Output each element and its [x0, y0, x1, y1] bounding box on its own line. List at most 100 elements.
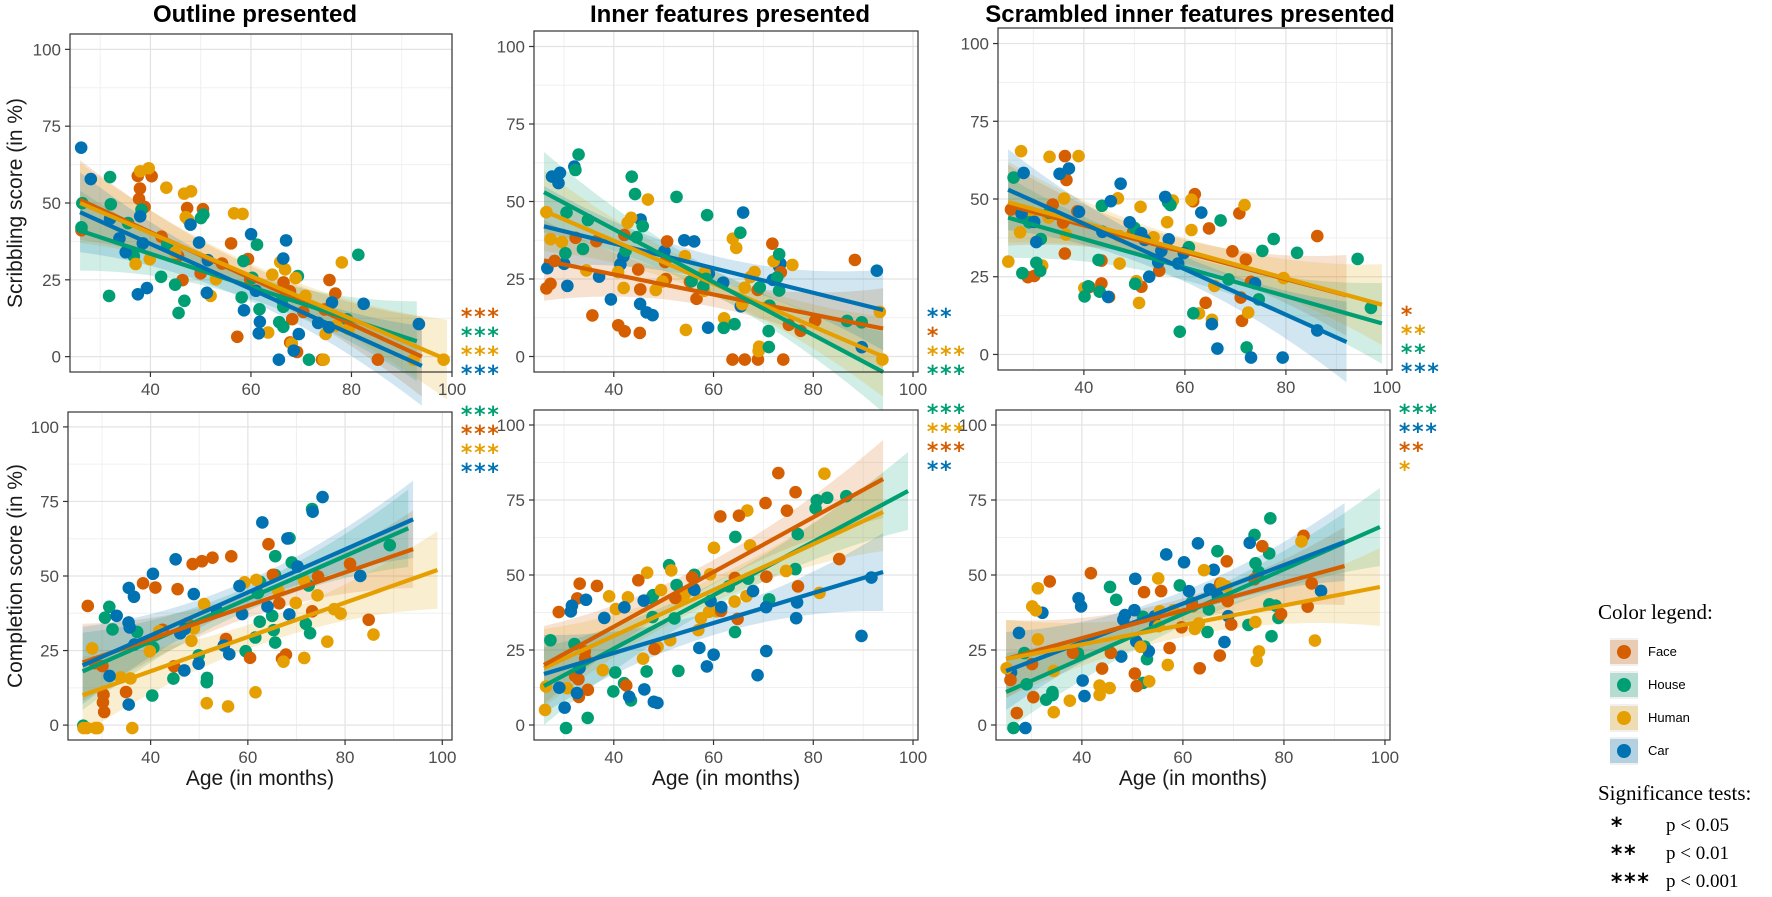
data-point-car: [687, 235, 701, 248]
data-point-human: [1043, 150, 1056, 164]
data-point-face: [285, 312, 299, 326]
data-point-house: [1092, 253, 1105, 267]
data-point-face: [96, 696, 110, 709]
data-point-human: [289, 271, 302, 285]
data-point-human: [1134, 200, 1147, 214]
data-point-car: [353, 569, 367, 583]
data-point-house: [820, 491, 834, 505]
data-point-human: [664, 564, 678, 577]
data-point-face: [732, 509, 746, 522]
data-point-face: [848, 253, 862, 267]
data-point-face: [1043, 575, 1057, 588]
data-point-house: [172, 306, 185, 320]
significance-stars-house: ***: [926, 401, 966, 426]
data-point-house: [1249, 556, 1262, 570]
legend-item-face: Face: [1598, 635, 1768, 668]
y-tick-label: 25: [506, 270, 525, 289]
data-point-human: [1248, 615, 1262, 629]
data-point-face: [1027, 690, 1040, 704]
data-point-human: [748, 265, 761, 279]
y-tick-label: 75: [968, 491, 987, 510]
data-point-human: [649, 283, 663, 297]
data-point-car: [261, 600, 274, 613]
y-tick-label: 0: [978, 716, 987, 735]
data-point-face: [1163, 641, 1176, 655]
y-tick-label: 75: [970, 112, 989, 131]
data-point-human: [640, 566, 654, 579]
y-tick-label: 0: [52, 348, 61, 367]
y-tick-label: 75: [40, 492, 59, 511]
data-point-house: [1173, 325, 1187, 338]
significance-stars-face: ***: [460, 422, 500, 447]
x-tick-label: 100: [1373, 378, 1401, 397]
data-point-house: [1173, 579, 1187, 592]
data-point-human: [538, 703, 552, 717]
data-point-face: [243, 651, 257, 665]
data-point-car: [714, 600, 728, 614]
data-point-human: [278, 263, 292, 276]
data-point-house: [1128, 277, 1142, 291]
fit-line-house: [1007, 215, 1383, 326]
data-point-car: [252, 326, 266, 340]
sig-row-2: ** p < 0.01: [1598, 840, 1768, 868]
panel-4: 40 60 80 100 0 25 50 75 100 Age (in months) Comple…: [4, 403, 500, 790]
data-point-house: [1016, 266, 1029, 280]
data-point-face: [149, 581, 162, 594]
significance-title: Significance tests:: [1598, 781, 1752, 805]
data-point-face: [1274, 607, 1288, 621]
legend-item-house: House: [1598, 668, 1768, 701]
data-point-human: [142, 161, 156, 175]
data-point-face: [1224, 618, 1238, 631]
data-point-human: [1014, 144, 1028, 158]
data-point-house: [762, 324, 775, 338]
data-point-human: [679, 323, 693, 337]
significance-stars-car: ***: [1400, 360, 1440, 385]
data-point-car: [222, 647, 236, 661]
data-point-face: [633, 326, 647, 340]
data-point-human: [621, 216, 634, 229]
significance-stars-house: **: [1400, 341, 1427, 366]
data-point-house: [569, 163, 582, 177]
data-point-house: [572, 148, 585, 161]
data-point-car: [146, 567, 160, 581]
data-point-house: [1109, 593, 1123, 607]
x-tick-label: 100: [1371, 748, 1399, 767]
data-point-car: [638, 683, 651, 696]
x-tick-label: 100: [428, 748, 456, 767]
y-tick-label: 0: [50, 716, 59, 735]
data-point-face: [1255, 539, 1269, 553]
data-point-house: [607, 685, 620, 698]
data-point-car: [276, 252, 290, 265]
data-point-house: [809, 502, 822, 515]
data-point-house: [685, 274, 698, 288]
significance-stars-human: *: [1398, 458, 1411, 483]
data-point-car: [789, 611, 803, 625]
y-tick-label: 25: [42, 271, 61, 290]
data-point-house: [194, 211, 208, 225]
data-point-face: [832, 552, 846, 566]
data-point-house: [302, 353, 316, 367]
data-point-house: [237, 254, 250, 268]
data-point-house: [791, 527, 805, 541]
data-point-car: [192, 657, 205, 670]
significance-stars-human: ***: [926, 343, 966, 368]
data-point-car: [200, 286, 214, 300]
data-point-face: [1004, 673, 1017, 687]
data-point-human: [1238, 198, 1251, 212]
data-point-human: [1252, 645, 1266, 658]
data-point-car: [177, 664, 191, 677]
y-tick-label: 75: [506, 491, 525, 510]
color-legend-title: Color legend:: [1598, 600, 1713, 624]
sig-text-3: p < 0.001: [1666, 871, 1739, 892]
data-point-car: [283, 608, 296, 621]
data-point-house: [1256, 244, 1269, 258]
data-point-house: [672, 664, 685, 678]
data-point-face: [171, 582, 184, 596]
data-point-car: [746, 584, 760, 598]
data-point-human: [1185, 223, 1198, 237]
data-point-human: [779, 564, 793, 578]
data-point-car: [122, 698, 135, 711]
data-point-human: [160, 181, 173, 194]
data-point-human: [311, 589, 324, 602]
x-tick-label: 40: [604, 380, 623, 399]
